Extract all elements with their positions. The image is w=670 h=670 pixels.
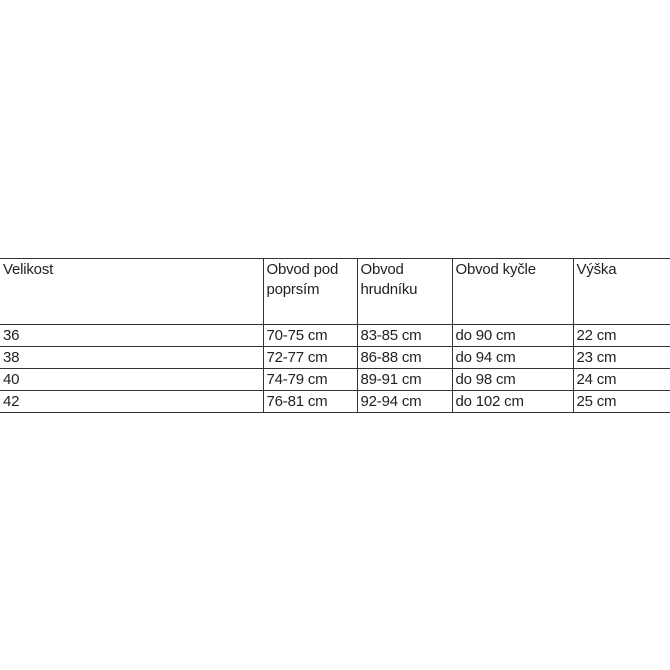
table-cell: do 90 cm [451,324,574,347]
table-cell: 42 [0,390,264,413]
table-cell: 23 cm [572,346,670,369]
size-table: Velikost Obvod pod poprsím Obvod hrudníku O… [0,258,670,413]
table-cell: 92-94 cm [356,390,453,413]
column-header: Velikost [0,258,264,325]
table-cell: 89-91 cm [356,368,453,391]
table-cell: do 98 cm [451,368,574,391]
table-row: 40 74-79 cm 89-91 cm do 98 cm 24 cm [0,368,670,391]
column-header: Obvod hrudníku [356,258,453,325]
table-cell: 76-81 cm [262,390,358,413]
table-cell: 38 [0,346,264,369]
column-header: Obvod kyčle [451,258,574,325]
table-cell: 83-85 cm [356,324,453,347]
table-cell: 40 [0,368,264,391]
table-cell: 70-75 cm [262,324,358,347]
column-header: Obvod pod poprsím [262,258,358,325]
table-cell: 86-88 cm [356,346,453,369]
header-row: Velikost Obvod pod poprsím Obvod hrudníku O… [0,258,670,325]
column-header: Výška [572,258,670,325]
table-row: 36 70-75 cm 83-85 cm do 90 cm 22 cm [0,324,670,347]
table-row: 38 72-77 cm 86-88 cm do 94 cm 23 cm [0,346,670,369]
table-cell: 74-79 cm [262,368,358,391]
table-cell: do 102 cm [451,390,574,413]
table-row: 42 76-81 cm 92-94 cm do 102 cm 25 cm [0,390,670,413]
table-cell: 36 [0,324,264,347]
table-cell: 24 cm [572,368,670,391]
table-cell: 72-77 cm [262,346,358,369]
table-cell: do 94 cm [451,346,574,369]
table-cell: 22 cm [572,324,670,347]
table-cell: 25 cm [572,390,670,413]
